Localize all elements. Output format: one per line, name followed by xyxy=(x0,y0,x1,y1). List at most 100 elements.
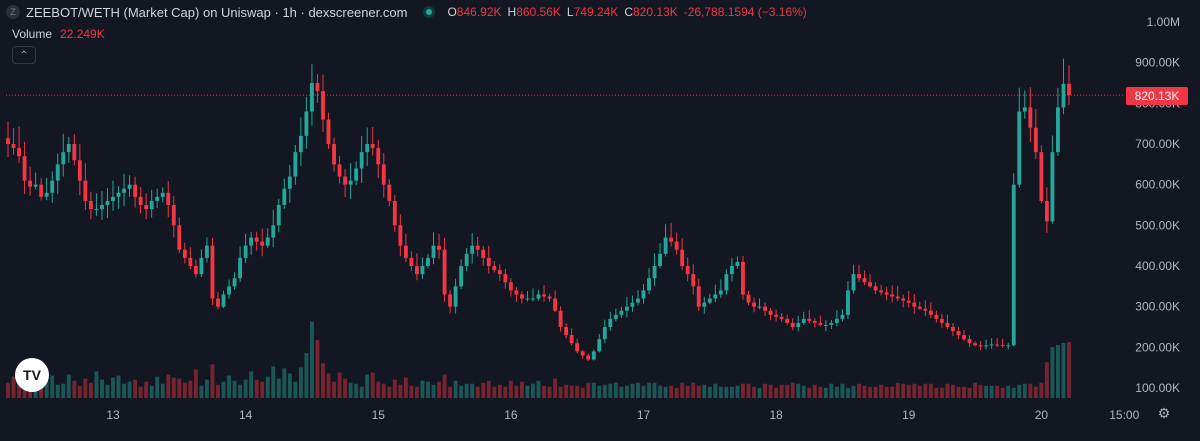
candle xyxy=(50,171,55,203)
candle-body xyxy=(503,274,508,283)
candle xyxy=(669,223,674,247)
candle-body xyxy=(569,335,574,344)
candle xyxy=(321,74,325,132)
gear-icon[interactable]: ⚙ xyxy=(1157,404,1171,421)
volume-bar xyxy=(210,364,215,398)
volume-bar xyxy=(1039,382,1044,398)
y-tick-label: 600.00K xyxy=(1135,178,1180,192)
candle-body xyxy=(398,225,403,246)
volume-bar xyxy=(718,386,723,398)
volume-bar xyxy=(547,386,552,398)
candle-body xyxy=(403,245,408,258)
candle xyxy=(149,189,154,218)
candle xyxy=(696,278,701,311)
candle-body xyxy=(680,249,685,266)
volume-bar xyxy=(624,385,629,398)
y-tick-label: 400.00K xyxy=(1135,259,1180,273)
candle-body xyxy=(77,160,82,181)
volume-bar xyxy=(193,369,198,398)
volume-bar xyxy=(663,386,668,398)
candle xyxy=(111,180,115,211)
price-axis[interactable]: 1.00M900.00K800.00K700.00K600.00K500.00K… xyxy=(1135,15,1180,395)
volume-bar xyxy=(282,368,287,398)
candle xyxy=(978,340,983,351)
candle xyxy=(951,323,955,337)
volume-bar xyxy=(608,383,613,398)
candle xyxy=(431,232,436,265)
high-value: 860.56K xyxy=(516,5,561,19)
candle-body xyxy=(580,351,585,356)
candle xyxy=(337,155,342,184)
candle-body xyxy=(597,339,602,352)
candle-body xyxy=(61,152,66,165)
candle xyxy=(28,166,33,196)
volume-bar xyxy=(199,385,204,398)
candle-body xyxy=(939,318,944,323)
volume-bar xyxy=(763,383,768,398)
volume-bar xyxy=(945,383,950,398)
candle-body xyxy=(945,322,950,327)
candle xyxy=(464,247,469,272)
candle-body xyxy=(376,148,381,165)
volume-bar xyxy=(508,380,513,398)
candle xyxy=(6,121,10,157)
candle-body xyxy=(420,266,425,275)
volume-bar xyxy=(55,384,60,398)
candle xyxy=(763,302,768,316)
volume-bar xyxy=(602,384,607,398)
volume-bar xyxy=(1028,383,1033,398)
candle-body xyxy=(1044,200,1049,222)
candle-body xyxy=(298,135,303,153)
candle xyxy=(155,188,160,209)
volume-bar xyxy=(569,385,574,398)
volume-bar xyxy=(752,386,756,398)
candle xyxy=(757,298,762,310)
candle xyxy=(818,315,823,327)
candle xyxy=(442,238,447,302)
volume-bar xyxy=(254,379,259,398)
candle xyxy=(448,289,453,314)
candle xyxy=(332,137,336,172)
candle-body xyxy=(431,245,436,258)
candle xyxy=(17,126,21,164)
candle-body xyxy=(144,205,149,210)
live-dot-icon xyxy=(423,6,436,18)
candle-body xyxy=(591,351,596,360)
volume-bar xyxy=(895,382,900,398)
volume-bar xyxy=(475,386,480,398)
candle xyxy=(365,127,370,166)
x-tick-label: 16 xyxy=(504,408,518,422)
volume-bar xyxy=(171,377,176,398)
volume-bar xyxy=(111,377,115,398)
collapse-legend-button[interactable]: ⌃ xyxy=(12,46,36,64)
candle-body xyxy=(155,196,160,201)
time-axis[interactable]: 13 14 15 16 17 18 19 20 15:00 xyxy=(106,408,1139,422)
candle-body xyxy=(763,306,768,311)
candle xyxy=(586,353,591,361)
tradingview-logo[interactable]: TV xyxy=(15,358,49,392)
candle-body xyxy=(486,257,491,266)
candle xyxy=(724,269,729,295)
candle-body xyxy=(1006,345,1011,347)
candle-body xyxy=(1022,107,1027,112)
volume-bar xyxy=(122,383,126,398)
volume-bar xyxy=(890,386,895,398)
volume-bar xyxy=(343,378,348,398)
open-value: 846.92K xyxy=(456,5,502,19)
candle-body xyxy=(72,144,77,161)
candle xyxy=(298,117,303,166)
candle-body xyxy=(127,184,132,189)
volume-bar xyxy=(729,386,734,398)
candle-body xyxy=(647,278,651,291)
candle xyxy=(475,236,480,257)
volume-bar xyxy=(160,383,165,398)
volume-bar xyxy=(414,386,419,398)
volume-bar xyxy=(116,375,121,398)
candle xyxy=(613,308,618,322)
volume-bar xyxy=(995,385,1000,398)
candle xyxy=(680,238,685,271)
candle-body xyxy=(1017,111,1022,185)
volume-bar xyxy=(221,381,226,398)
candle xyxy=(1028,87,1033,143)
